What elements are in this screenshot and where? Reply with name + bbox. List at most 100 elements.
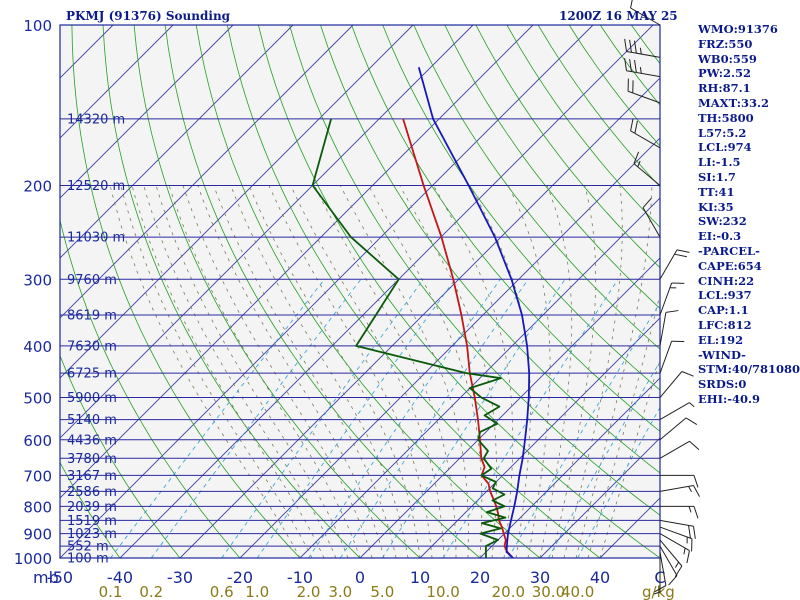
wind-barb-feather: [624, 38, 628, 52]
pressure-tick-label: 500: [23, 390, 52, 408]
wind-barb-feather: [629, 39, 632, 53]
wind-barb-feather: [688, 506, 692, 513]
parameter-row: LFC:812: [698, 317, 752, 332]
moist-adiabat-line: [339, 185, 469, 558]
wind-barb: [659, 440, 700, 459]
wind-barb: [630, 118, 661, 149]
parameter-row: EL:192: [698, 332, 744, 347]
chart-series: [311, 66, 531, 558]
isotherm-line: [179, 77, 660, 558]
wind-barb-feather: [629, 59, 632, 72]
wind-barb: [654, 552, 667, 593]
wind-barb: [624, 58, 661, 78]
isotherm-line: [60, 25, 414, 379]
wind-barb: [642, 197, 661, 238]
wind-barb: [659, 526, 693, 552]
wind-barb-staff: [659, 417, 687, 441]
wind-barb-feather: [653, 591, 661, 595]
pressure-tick-label: 400: [23, 338, 52, 356]
wind-barb: [659, 417, 698, 441]
wind-barb: [659, 402, 695, 421]
mixing-ratio-label: 30.0: [532, 583, 565, 600]
wind-barb-feather: [674, 561, 680, 568]
wind-barb: [659, 519, 696, 539]
wind-barb-feather: [674, 253, 687, 258]
parameter-row: MAXT:33.2: [698, 95, 769, 110]
pressure-tick-label: 1000: [14, 550, 52, 568]
isotherm-line: [119, 25, 654, 558]
isotherm-line: [60, 25, 534, 499]
isotherm-line: [60, 25, 354, 319]
temperature-tick-label: -10: [287, 568, 313, 587]
height-label: 14320 m: [67, 112, 125, 127]
wind-barb: [659, 539, 683, 578]
isotherm-line: [419, 317, 660, 558]
wind-barb-staff: [659, 282, 673, 316]
moist-adiabat-line: [399, 185, 497, 558]
wind-barb-staff: [659, 402, 690, 421]
height-label: 3167 m: [67, 469, 117, 484]
mixing-ratio-label: 0.6: [210, 583, 234, 600]
wind-barb: [624, 38, 661, 58]
wind-barb-staff: [633, 163, 661, 186]
temperature-tick-label: 20: [470, 568, 490, 587]
wind-barb-feather: [674, 565, 683, 578]
mixing-ratio-label: 2.0: [297, 583, 321, 600]
mixing-ratio-label: 0.1: [99, 583, 123, 600]
mixing-ratio-line: [442, 279, 619, 558]
station-title: PKMJ (91376) Sounding: [66, 9, 231, 23]
wind-barb-feather: [633, 151, 640, 164]
mixing-ratio-label: 20.0: [492, 583, 525, 600]
height-label: 12520 m: [67, 179, 125, 194]
mixing-ratio-label: 0.2: [139, 583, 163, 600]
temperature-tick-label: 0: [355, 568, 365, 587]
isotherm-line: [539, 437, 660, 558]
temperature-tick-label: -20: [227, 568, 253, 587]
wind-barb-feather: [689, 440, 700, 451]
parameter-row: LCL:974: [698, 140, 752, 155]
wind-barb-feather: [639, 67, 642, 74]
wind-barb-feather: [642, 197, 652, 208]
wind-barb-feather: [637, 160, 641, 167]
wind-barbs: [624, 0, 700, 595]
wind-barb-staff: [659, 519, 694, 527]
height-label: 1023 m: [67, 527, 117, 542]
mixing-ratio-label: 5.0: [370, 583, 394, 600]
wind-barb-feather: [639, 47, 642, 55]
parameter-row: SI:1.7: [698, 169, 736, 184]
wind-barb: [660, 505, 699, 519]
isotherm-line: [60, 25, 294, 259]
temperature-tick-label: 40: [590, 568, 610, 587]
chart-frame: [59, 24, 661, 559]
wind-barb-feather: [681, 371, 694, 377]
wind-barb-feather: [683, 548, 686, 555]
parameter-panel: WMO:91376 FRZ:550 WB0:559 PW:2.52 RH:87.1 MAX…: [698, 22, 800, 407]
moist-adiabat-line: [213, 185, 397, 558]
wind-barb: [659, 371, 694, 398]
mixing-ratio-label: 3.0: [328, 583, 352, 600]
wind-barb: [660, 474, 699, 488]
dewpoint-line: [311, 118, 507, 558]
wind-barb-staff: [659, 341, 673, 374]
isotherm-line: [60, 25, 594, 558]
height-label: 2039 m: [67, 500, 117, 515]
pressure-tick-label: 800: [23, 498, 52, 516]
chart-background: [60, 25, 660, 558]
wind-barb-staff: [630, 7, 661, 26]
wind-barb-staff: [659, 552, 667, 586]
parameter-row: LCL:937: [698, 288, 752, 303]
temperature-tick-label: -30: [167, 568, 193, 587]
wind-barb-feather: [676, 249, 690, 253]
parameter-row: WMO:91376: [698, 22, 778, 36]
parameter-row: RH:87.1: [698, 81, 751, 96]
chart-grid: [60, 25, 660, 558]
parameter-row: L57:5.2: [698, 125, 747, 140]
wind-barb: [659, 249, 690, 280]
parameter-row: PW:2.52: [698, 66, 752, 81]
isotherm-line: [60, 25, 234, 199]
pressure-tick-label: 300: [23, 271, 52, 289]
parameter-row: SW:232: [698, 214, 747, 229]
mixing-ratio-line: [339, 279, 529, 558]
